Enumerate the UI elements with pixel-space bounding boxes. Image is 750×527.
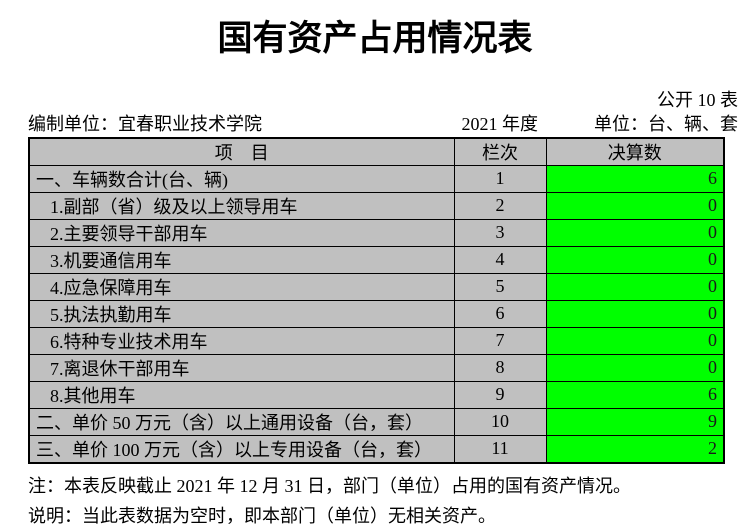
column-index-cell: 4 (453, 245, 547, 274)
table-row: 7.离退休干部用车 8 0 (28, 353, 725, 382)
value-cell: 6 (545, 380, 725, 409)
header-cell-column: 栏次 (453, 137, 547, 166)
header-cell-value: 决算数 (545, 137, 725, 166)
table-row: 1.副部（省）级及以上领导用车 2 0 (28, 191, 725, 220)
column-index-cell: 11 (453, 434, 547, 463)
table-header-row: 项 目 栏次 决算数 (28, 137, 725, 166)
column-index-cell: 2 (453, 191, 547, 220)
item-cell: 4.应急保障用车 (28, 272, 455, 301)
column-index-cell: 5 (453, 272, 547, 301)
column-index-cell: 1 (453, 164, 547, 193)
value-cell: 0 (545, 326, 725, 355)
document-meta-row: 编制单位：宜春职业技术学院 2021 年度 单位：台、辆、套 (0, 111, 750, 137)
value-cell: 0 (545, 353, 725, 382)
fiscal-year: 2021 年度 (461, 113, 539, 134)
column-index-cell: 7 (453, 326, 547, 355)
unit-label: 单位：台、辆、套 (594, 113, 738, 134)
footnotes: 注：本表反映截止 2021 年 12 月 31 日，部门（单位）占用的国有资产情… (28, 471, 738, 527)
column-index-cell: 6 (453, 299, 547, 328)
item-cell: 8.其他用车 (28, 380, 455, 409)
item-cell: 二、单价 50 万元（含）以上通用设备（台，套） (28, 407, 455, 436)
table-row: 4.应急保障用车 5 0 (28, 272, 725, 301)
assets-table: 项 目 栏次 决算数 一、车辆数合计(台、辆) 1 6 1.副部（省）级及以上领… (28, 136, 725, 464)
value-cell: 0 (545, 299, 725, 328)
value-cell: 0 (545, 218, 725, 247)
table-row: 一、车辆数合计(台、辆) 1 6 (28, 164, 725, 193)
item-cell: 5.执法执勤用车 (28, 299, 455, 328)
table-row: 二、单价 50 万元（含）以上通用设备（台，套） 10 9 (28, 407, 725, 436)
note-line-1: 注：本表反映截止 2021 年 12 月 31 日，部门（单位）占用的国有资产情… (28, 475, 631, 496)
value-cell: 0 (545, 191, 725, 220)
table-row: 6.特种专业技术用车 7 0 (28, 326, 725, 355)
item-cell: 1.副部（省）级及以上领导用车 (28, 191, 455, 220)
note-line-2: 说明：当此表数据为空时，即本部门（单位）无相关资产。 (28, 505, 496, 526)
column-index-cell: 8 (453, 353, 547, 382)
value-cell: 2 (545, 434, 725, 463)
column-index-cell: 10 (453, 407, 547, 436)
prepared-by-label: 编制单位： (28, 113, 118, 134)
item-cell: 7.离退休干部用车 (28, 353, 455, 382)
item-cell: 6.特种专业技术用车 (28, 326, 455, 355)
table-row: 3.机要通信用车 4 0 (28, 245, 725, 274)
table-row: 5.执法执勤用车 6 0 (28, 299, 725, 328)
table-row: 8.其他用车 9 6 (28, 380, 725, 409)
column-index-cell: 9 (453, 380, 547, 409)
item-cell: 三、单价 100 万元（含）以上专用设备（台，套） (28, 434, 455, 463)
value-cell: 0 (545, 245, 725, 274)
header-cell-item: 项 目 (28, 137, 455, 166)
value-cell: 0 (545, 272, 725, 301)
public-table-badge: 公开 10 表 (657, 89, 738, 110)
item-cell: 2.主要领导干部用车 (28, 218, 455, 247)
page-title: 国有资产占用情况表 (217, 19, 533, 58)
prepared-by-value: 宜春职业技术学院 (118, 113, 262, 134)
table-row: 2.主要领导干部用车 3 0 (28, 218, 725, 247)
prepared-by: 编制单位：宜春职业技术学院 (28, 111, 262, 137)
column-index-cell: 3 (453, 218, 547, 247)
table-row: 三、单价 100 万元（含）以上专用设备（台，套） 11 2 (28, 434, 725, 463)
item-cell: 3.机要通信用车 (28, 245, 455, 274)
value-cell: 9 (545, 407, 725, 436)
value-cell: 6 (545, 164, 725, 193)
item-cell: 一、车辆数合计(台、辆) (28, 164, 455, 193)
